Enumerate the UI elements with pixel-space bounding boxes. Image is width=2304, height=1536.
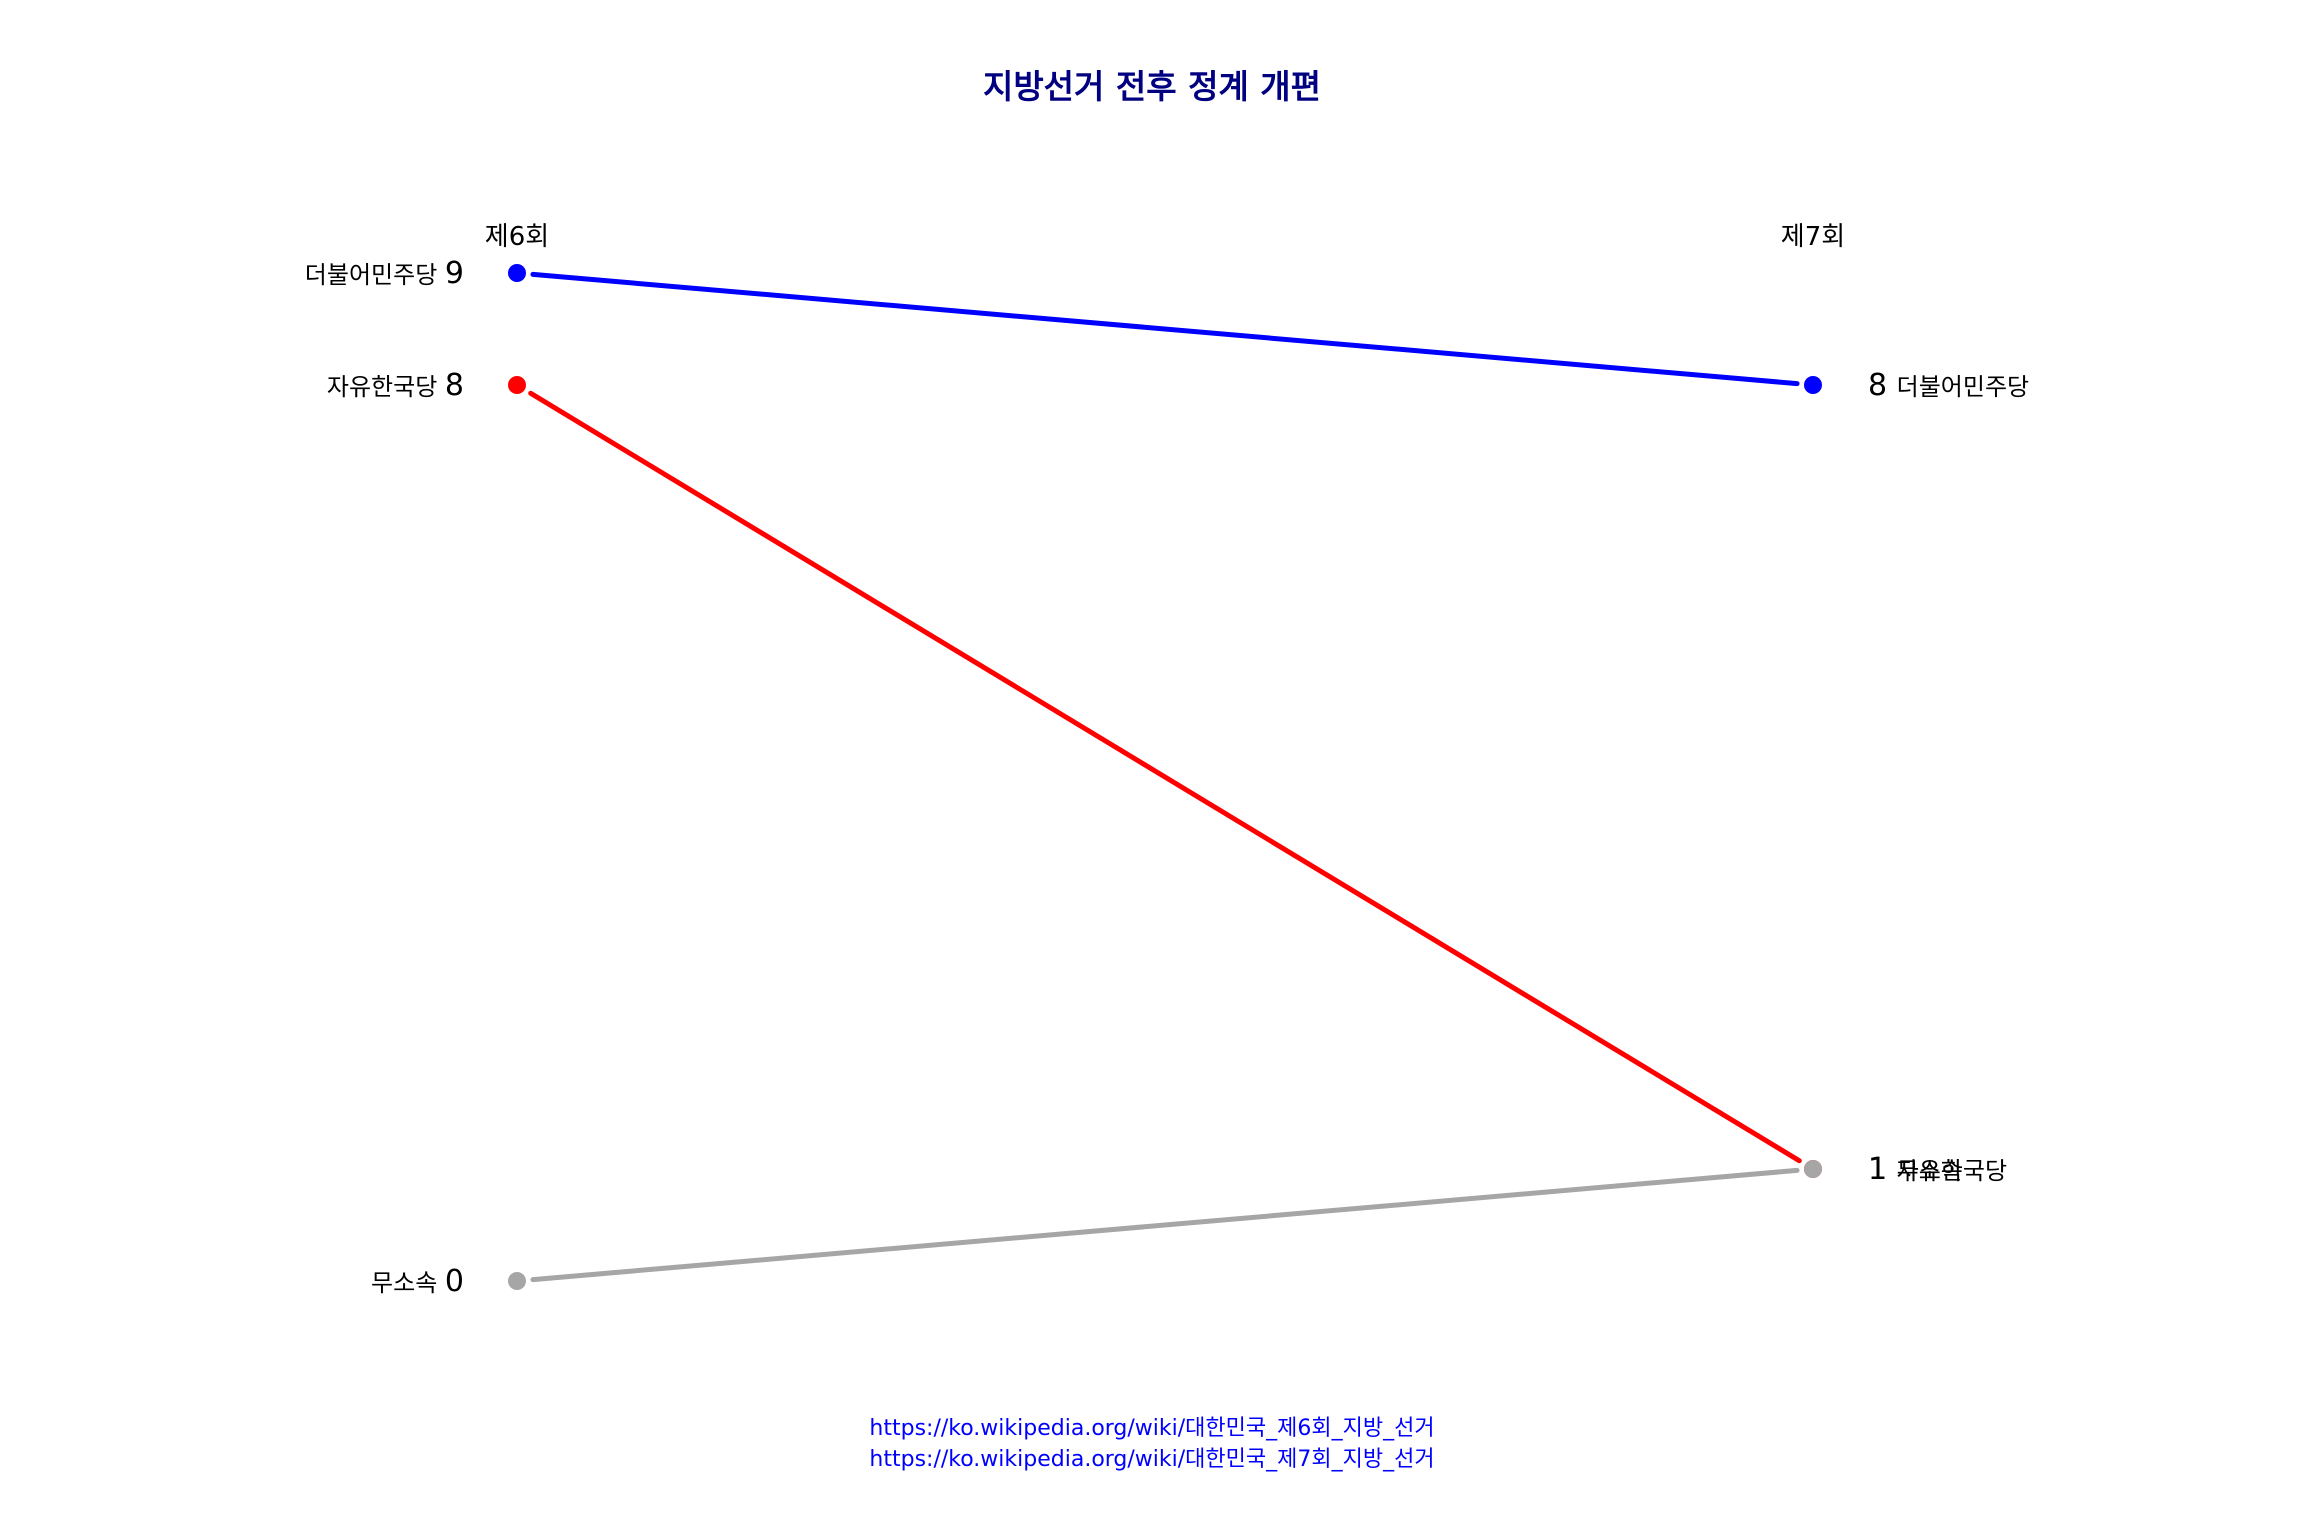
label-left-name-0: 더불어민주당 bbox=[305, 261, 445, 289]
point-left-1 bbox=[508, 376, 526, 394]
series-lines bbox=[528, 271, 1802, 1283]
label-left-1: 자유한국당 8 bbox=[327, 368, 464, 403]
label-left-name-2: 무소속 bbox=[371, 1269, 445, 1297]
point-left-2 bbox=[508, 1272, 526, 1290]
series-line-0 bbox=[530, 271, 1800, 387]
chart-title: 지방선거 전후 정계 개편 bbox=[983, 67, 1321, 106]
series-points bbox=[508, 264, 1822, 1290]
label-right-value-1: 1 bbox=[1868, 1152, 1897, 1187]
series-line-2 bbox=[530, 1167, 1800, 1283]
series-line-1 bbox=[528, 390, 1802, 1164]
label-right-value-0: 8 bbox=[1868, 368, 1897, 403]
point-right-2 bbox=[1804, 1160, 1822, 1178]
label-left-value-2: 0 bbox=[445, 1264, 464, 1299]
label-left-value-0: 9 bbox=[445, 256, 464, 291]
label-left-value-1: 8 bbox=[445, 368, 464, 403]
label-left-2: 무소속 0 bbox=[371, 1264, 464, 1299]
label-right-name-1: 자유한국당 bbox=[1897, 1157, 2007, 1185]
period-label-right: 제7회 bbox=[1781, 222, 1845, 252]
label-right-name-0: 더불어민주당 bbox=[1897, 373, 2029, 401]
point-left-0 bbox=[508, 264, 526, 282]
label-right-value-2: 1 bbox=[1868, 1152, 1897, 1187]
label-left-name-1: 자유한국당 bbox=[327, 373, 445, 401]
source-link-1[interactable]: https://ko.wikipedia.org/wiki/대한민국_제6회_지… bbox=[869, 1416, 1434, 1441]
label-right-1: 1 자유한국당 bbox=[1868, 1152, 2007, 1187]
point-right-0 bbox=[1804, 376, 1822, 394]
source-link-2[interactable]: https://ko.wikipedia.org/wiki/대한민국_제7회_지… bbox=[869, 1447, 1434, 1472]
label-right-0: 8 더불어민주당 bbox=[1868, 368, 2029, 403]
label-right-name-2: 무소속 bbox=[1897, 1157, 1963, 1185]
label-right-2: 1 무소속 bbox=[1868, 1152, 1963, 1187]
label-left-0: 더불어민주당 9 bbox=[305, 256, 464, 291]
period-label-left: 제6회 bbox=[485, 222, 549, 252]
